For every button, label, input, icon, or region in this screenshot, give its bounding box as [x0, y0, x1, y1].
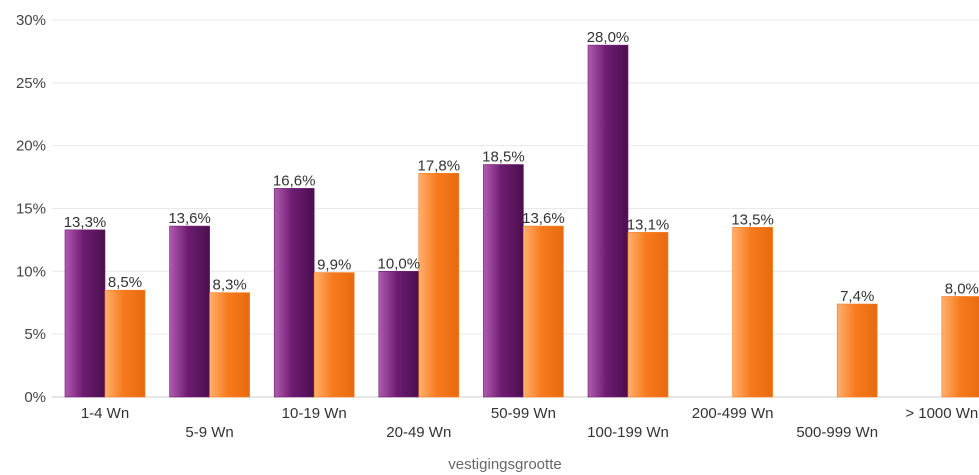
- data-label: 8,3%: [212, 277, 246, 294]
- y-tick-label: 30%: [16, 12, 46, 29]
- data-label: 8,0%: [945, 280, 979, 297]
- x-tick-label: > 1000 Wn: [905, 405, 978, 422]
- y-tick-label: 15%: [16, 201, 46, 218]
- bar-series-1-1: [64, 229, 106, 398]
- bar-series-2-2: [209, 292, 250, 398]
- bar-series-2-9: [941, 296, 979, 398]
- bar-series-1-2: [169, 225, 210, 398]
- x-tick-label: 200-499 Wn: [692, 405, 774, 422]
- data-label: 13,5%: [731, 211, 774, 228]
- x-tick-label: 20-49 Wn: [386, 424, 451, 441]
- bar-series-2-3: [313, 272, 355, 398]
- y-tick-label: 10%: [16, 263, 46, 280]
- data-label: 13,1%: [627, 216, 670, 233]
- x-tick-label: 5-9 Wn: [185, 424, 233, 441]
- data-label: 18,5%: [482, 149, 525, 166]
- data-label: 13,6%: [522, 210, 565, 227]
- data-labels: 13,3% 13,6% 16,6% 10,0% 18,5% 28,0% 8,5% 8,3% 9,…: [64, 29, 979, 305]
- bar-series-2-5: [523, 225, 564, 398]
- y-axis: 0% 5% 10% 15% 20% 25% 30%: [16, 12, 46, 406]
- bar-series-2-7: [732, 227, 773, 398]
- bar-series-2-4: [418, 173, 460, 398]
- bar-series-1-6: [587, 44, 629, 398]
- y-tick-label: 25%: [16, 75, 46, 92]
- y-tick-label: 0%: [24, 389, 46, 406]
- data-label: 8,5%: [108, 274, 142, 291]
- bar-series-1-5: [483, 164, 524, 398]
- x-axis-title: vestigingsgrootte: [448, 456, 561, 473]
- bar-series-2-8: [836, 303, 878, 398]
- data-label: 16,6%: [273, 172, 316, 189]
- data-label: 10,0%: [378, 255, 421, 272]
- x-tick-label: 100-199 Wn: [587, 424, 669, 441]
- x-tick-label: 50-99 Wn: [491, 405, 556, 422]
- x-tick-label: 500-999 Wn: [796, 424, 878, 441]
- x-tick-label: 1-4 Wn: [81, 405, 129, 422]
- x-axis: 1-4 Wn 5-9 Wn 10-19 Wn 20-49 Wn 50-99 Wn 100-…: [81, 405, 978, 441]
- bars: [64, 44, 979, 398]
- data-label: 9,9%: [317, 257, 351, 274]
- data-label: 13,3%: [64, 214, 107, 231]
- data-label: 28,0%: [587, 29, 630, 46]
- y-tick-label: 5%: [24, 326, 46, 343]
- bar-series-2-1: [104, 289, 146, 398]
- bar-series-1-4: [378, 271, 420, 398]
- bar-series-1-3: [273, 188, 315, 398]
- x-tick-label: 10-19 Wn: [282, 405, 347, 422]
- y-tick-label: 20%: [16, 138, 46, 155]
- bar-series-2-6: [627, 232, 669, 398]
- data-label: 13,6%: [168, 210, 211, 227]
- data-label: 7,4%: [840, 288, 874, 305]
- data-label: 17,8%: [418, 157, 461, 174]
